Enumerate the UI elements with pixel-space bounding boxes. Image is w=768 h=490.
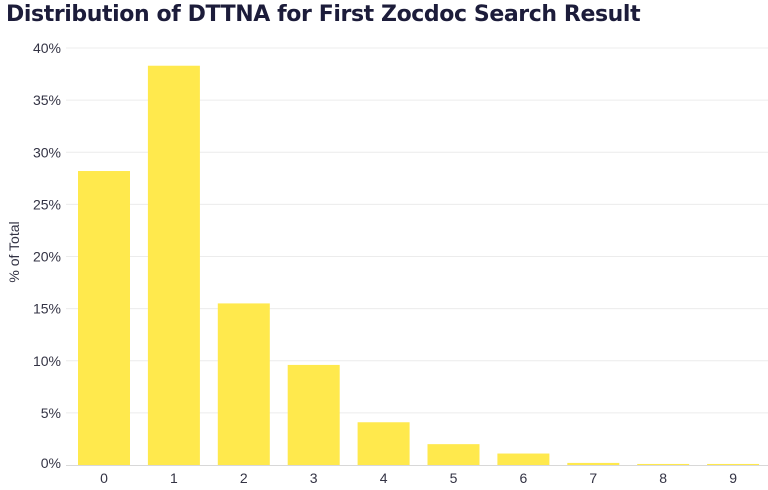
x-tick-label: 1 — [170, 470, 178, 486]
bar-5[interactable] — [427, 444, 480, 465]
x-tick-label: 8 — [659, 470, 667, 486]
y-tick-label: 40% — [33, 40, 61, 56]
x-tick-label: 7 — [589, 470, 597, 486]
x-tick-label: 9 — [729, 470, 737, 486]
x-tick-label: 4 — [380, 470, 388, 486]
y-tick-label: 0% — [41, 455, 61, 471]
x-axis-ticks: 0 1 2 3 4 5 6 7 8 9 — [100, 470, 737, 486]
y-tick-label: 35% — [33, 92, 61, 108]
y-tick-label: 10% — [33, 353, 61, 369]
x-tick-label: 5 — [450, 470, 458, 486]
bar-0[interactable] — [78, 171, 130, 465]
bar-4[interactable] — [357, 422, 410, 465]
bar-1[interactable] — [147, 65, 200, 465]
y-axis-label: % of Total — [6, 221, 22, 282]
x-tick-label: 0 — [100, 470, 108, 486]
x-tick-label: 3 — [310, 470, 318, 486]
y-tick-label: 5% — [41, 405, 61, 421]
bar-8[interactable] — [637, 463, 690, 465]
y-tick-label: 30% — [33, 144, 61, 160]
bar-2[interactable] — [217, 303, 270, 465]
bar-9[interactable] — [707, 463, 760, 465]
y-tick-label: 15% — [33, 301, 61, 317]
y-tick-label: 25% — [33, 196, 61, 212]
bar-3[interactable] — [287, 364, 340, 465]
x-tick-label: 2 — [240, 470, 248, 486]
bar-7[interactable] — [567, 462, 620, 465]
chart-title: Distribution of DTTNA for First Zocdoc S… — [6, 2, 641, 27]
y-tick-label: 20% — [33, 249, 61, 265]
y-axis-ticks: 0% 5% 10% 15% 20% 25% 30% 35% 40% — [33, 40, 61, 471]
x-tick-label: 6 — [520, 470, 528, 486]
bars-layer — [78, 65, 760, 465]
bar-6[interactable] — [497, 453, 550, 465]
